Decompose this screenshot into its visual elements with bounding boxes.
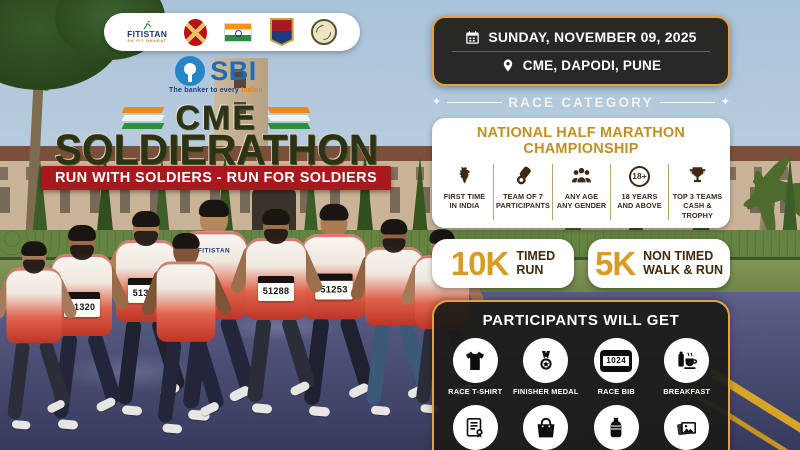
- title-line1-row: CME: [0, 101, 432, 135]
- title-cme: CME: [175, 99, 257, 137]
- participants-grid: RACE T-SHIRT FINISHER MEDAL 1024 RACE BI…: [442, 338, 720, 450]
- race-category-title: RACE CATEGORY: [508, 95, 654, 110]
- perk-finisher-medal: FINISHER MEDAL: [513, 338, 580, 397]
- race-5k-type: NON TIMED WALK & RUN: [643, 249, 724, 277]
- fitistan-logo: FITISTAN EK FIT BHARAT: [127, 20, 167, 43]
- event-date: SUNDAY, NOVEMBER 09, 2025: [488, 29, 697, 45]
- date-venue-card: SUNDAY, NOVEMBER 09, 2025 CME, DAPODI, P…: [432, 16, 730, 86]
- participants-title: PARTICIPANTS WILL GET: [482, 312, 680, 330]
- championship-card: NATIONAL HALF MARATHON CHAMPIONSHIP FIRS…: [432, 118, 730, 229]
- event-venue: CME, DAPODI, PUNE: [522, 58, 662, 73]
- runner-bib: 51253: [315, 273, 353, 300]
- runner: [0, 241, 79, 450]
- sparkle-icon: ✦: [720, 96, 731, 108]
- race-10k-type: TIMED RUN: [516, 249, 556, 277]
- runner: 51288: [229, 209, 325, 444]
- fitistan-runner-icon: [143, 20, 151, 30]
- regiment-emblem-icon: [310, 19, 337, 45]
- race-category-ribbon: ✦ RACE CATEGORY ✦: [432, 95, 730, 110]
- feature-18plus: 18+ 18 YEARS AND ABOVE: [611, 164, 669, 221]
- divider: [452, 51, 710, 52]
- feature-team: TEAM OF 7 PARTICIPANTS: [494, 164, 554, 221]
- sparkle-icon: ✦: [432, 96, 442, 108]
- perk-breakfast: BREAKFAST: [654, 338, 721, 397]
- shirt-brand-text: FITISTAN: [197, 248, 231, 255]
- runner-bib: 51288: [258, 276, 294, 301]
- perk-bag: BAG: [513, 405, 580, 450]
- race-photo-icon: [664, 405, 710, 450]
- indian-army-crest-icon: [184, 18, 208, 46]
- group-icon: [570, 164, 593, 188]
- title-soldierathon: SOLDIERATHON: [54, 126, 378, 174]
- slogan-text: RUN WITH SOLDIERS - RUN FOR SOLDIERS: [40, 166, 392, 190]
- india-flag-icon: [224, 22, 253, 42]
- india-map-icon: [454, 164, 475, 188]
- perk-hydration: HYDRATION & ROUTE SUPPORT: [583, 405, 650, 450]
- sbi-tagline: The banker to every Indian: [169, 87, 263, 94]
- certificate-icon: [452, 405, 498, 450]
- perk-race-bib: 1024 RACE BIB: [583, 338, 650, 397]
- location-pin-icon: [501, 58, 515, 73]
- race-5k-pill: 5K NON TIMED WALK & RUN: [588, 239, 730, 289]
- 18plus-icon: 18+: [629, 164, 650, 188]
- runner: 51320: [35, 225, 131, 450]
- bag-icon: [523, 405, 569, 450]
- sbi-keyhole-icon: [175, 56, 206, 86]
- race-bib-icon: 1024: [593, 338, 639, 384]
- race-distance-pills: 10K TIMED RUN 5K NON TIMED WALK & RUN: [432, 239, 730, 289]
- perk-ecertificate: E-CERTIFICATE: [442, 405, 509, 450]
- perk-race-photo: YOUR RACE PHOTO: [654, 405, 721, 450]
- breakfast-icon: [664, 338, 710, 384]
- runner: [140, 233, 234, 450]
- race-10k-distance: 10K: [450, 245, 510, 283]
- championship-title: NATIONAL HALF MARATHON CHAMPIONSHIP: [476, 125, 686, 157]
- feature-top3: TOP 3 TEAMS CASH & TROPHY: [669, 164, 726, 220]
- feature-first-time: FIRST TIME IN INDIA: [436, 164, 494, 221]
- cme-crest-icon: [269, 18, 294, 46]
- partner-logos-bar: FITISTAN EK FIT BHARAT: [104, 13, 360, 51]
- feature-any-age: ANY AGE ANY GENDER: [553, 164, 612, 221]
- race-10k-pill: 10K TIMED RUN: [432, 239, 574, 289]
- perk-race-tshirt: RACE T-SHIRT: [442, 338, 509, 397]
- race-5k-distance: 5K: [594, 245, 636, 283]
- slogan-banner: RUN WITH SOLDIERS - RUN FOR SOLDIERS: [0, 166, 432, 190]
- tshirt-icon: [452, 338, 498, 384]
- finisher-medal-icon: [523, 338, 569, 384]
- sbi-logo: SBI The banker to every Indian: [0, 56, 432, 94]
- building-tower: [214, 58, 268, 153]
- trophy-icon: [687, 164, 708, 188]
- info-column: SUNDAY, NOVEMBER 09, 2025 CME, DAPODI, P…: [432, 16, 730, 450]
- team-medal-icon: [513, 164, 534, 188]
- championship-features: FIRST TIME IN INDIA TEAM OF 7 PARTICIPAN…: [436, 164, 726, 221]
- calendar-icon: [465, 30, 480, 45]
- sbi-wordmark: SBI: [210, 55, 257, 86]
- participants-panel: PARTICIPANTS WILL GET RACE T-SHIRT FINIS…: [432, 300, 730, 450]
- hydration-bottle-icon: [593, 405, 639, 450]
- runner: [349, 219, 441, 445]
